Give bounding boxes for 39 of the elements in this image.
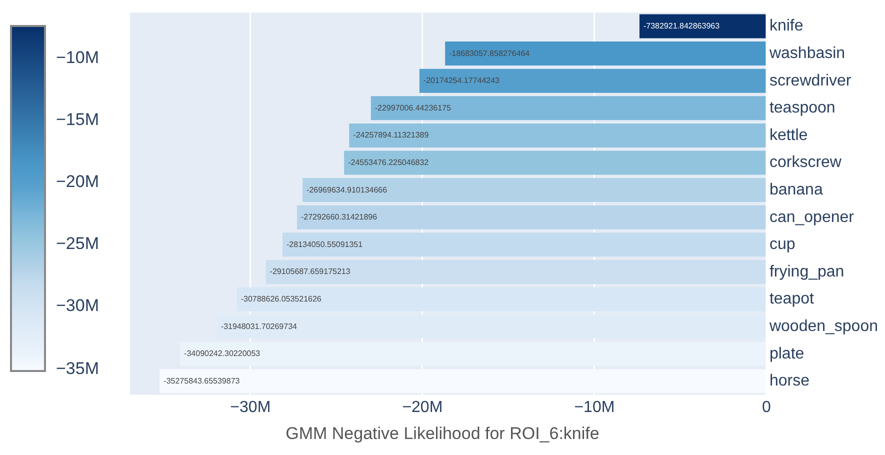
color-bar-label: −20M — [56, 170, 99, 193]
y-tick-label: plate — [769, 345, 804, 362]
y-tick-label: horse — [769, 372, 810, 390]
y-tick-label: kettle — [769, 126, 808, 144]
x-tick-label: −30M — [230, 398, 271, 416]
y-tick-label: cup — [769, 236, 796, 254]
data-label: -18683057.858276464 — [449, 48, 530, 58]
color-bar-label: −35M — [56, 358, 99, 380]
data-label: -27292660.31421896 — [300, 212, 378, 222]
data-label: -22997006.44236175 — [374, 103, 452, 112]
y-tick-label: screwdriver — [769, 72, 852, 90]
x-tick-label: −10M — [574, 398, 615, 416]
x-axis-title: GMM Negative Likelihood for ROI_6:knife — [284, 424, 600, 444]
data-label: -24553476.225046832 — [348, 158, 430, 167]
data-label: -20174254.17744243 — [423, 76, 500, 86]
x-tick-label: 0 — [762, 398, 772, 416]
data-label: -28134050.55091351 — [286, 240, 364, 249]
y-tick-label: banana — [769, 181, 823, 198]
data-label: -26969634.910134666 — [306, 185, 388, 194]
color-bar-label: −10M — [56, 46, 99, 69]
y-tick-label: teapot — [769, 290, 814, 308]
data-label: -30788626.053521626 — [240, 294, 322, 304]
data-label: -35275843.65539873 — [164, 376, 240, 386]
y-tick-label: frying_pan — [769, 263, 844, 280]
data-label: -31948031.70269734 — [220, 322, 298, 331]
y-tick-label: teaspoon — [769, 100, 836, 117]
y-tick-label: washbasin — [768, 44, 846, 62]
y-tick-label: knife — [769, 18, 804, 35]
color-bar-label: −30M — [56, 295, 99, 318]
y-tick-label: corkscrew — [769, 154, 842, 172]
y-tick-label: wooden_spoon — [768, 318, 878, 335]
data-label: -24257894.11321389 — [353, 130, 430, 140]
color-bar-label: −15M — [56, 108, 99, 131]
x-tick-label: −20M — [402, 398, 443, 416]
data-label: -7382921.842863963 — [643, 21, 720, 30]
data-label: -29105687.659175213 — [270, 267, 351, 276]
y-tick-label: can_opener — [769, 208, 855, 226]
color-bar-label: −25M — [56, 233, 99, 256]
data-label: -34090242.30220053 — [184, 349, 261, 358]
